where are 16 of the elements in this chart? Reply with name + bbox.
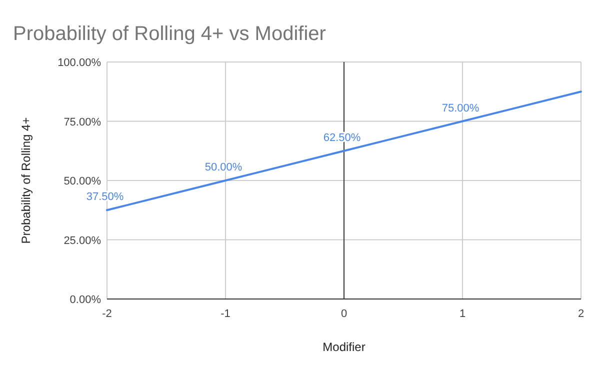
x-tick-label: -1 [220,308,230,320]
data-label: 75.00% [442,102,480,114]
y-tick-label: 25.00% [64,234,102,247]
y-tick-label: 50.00% [64,176,102,188]
y-tick-label: 75.00% [64,116,102,128]
x-tick-label: 2 [578,308,584,320]
y-tick-label: 100.00% [58,57,102,69]
x-tick-label: 1 [459,308,466,320]
x-axis-title: Modifier [322,340,366,354]
x-tick-label: 0 [340,308,348,320]
data-label: 37.50% [86,191,124,204]
x-tick-label: -2 [102,308,112,320]
chart-title: Probability of Rolling 4+ vs Modifier [13,23,326,45]
y-axis-title: Probability of Rolling 4+ [19,117,33,244]
y-tick-label: 0.00% [70,294,102,306]
data-label: 50.00% [204,162,242,174]
